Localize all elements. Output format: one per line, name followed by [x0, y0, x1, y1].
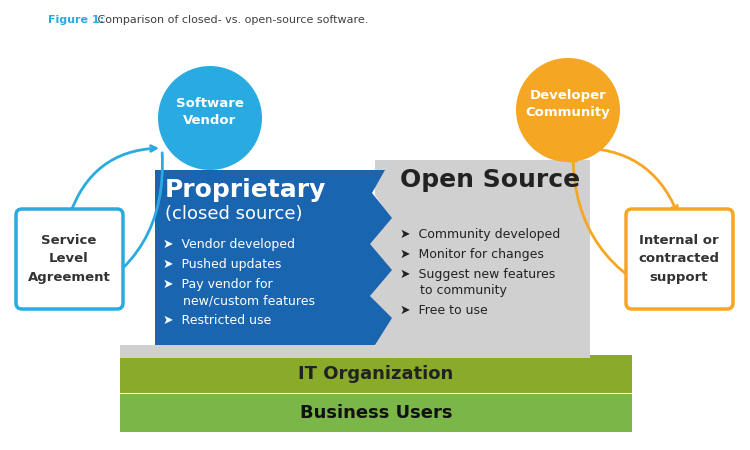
Text: (closed source): (closed source): [165, 205, 302, 223]
Text: ➤  Community developed: ➤ Community developed: [400, 228, 560, 241]
FancyBboxPatch shape: [626, 209, 733, 309]
Text: IT Organization: IT Organization: [298, 365, 454, 383]
Text: to community: to community: [400, 284, 507, 297]
Text: ➤  Pay vendor for: ➤ Pay vendor for: [163, 278, 273, 291]
Text: ➤  Restricted use: ➤ Restricted use: [163, 314, 272, 327]
Text: ➤  Pushed updates: ➤ Pushed updates: [163, 258, 281, 271]
Text: Service
Level
Agreement: Service Level Agreement: [28, 234, 110, 284]
Bar: [120, 355, 632, 393]
Bar: [120, 394, 632, 432]
Polygon shape: [155, 170, 392, 345]
Text: Figure 1:: Figure 1:: [48, 15, 104, 25]
Text: Developer
Community: Developer Community: [526, 89, 610, 119]
Text: ➤  Free to use: ➤ Free to use: [400, 304, 488, 317]
Text: ➤  Monitor for changes: ➤ Monitor for changes: [400, 248, 544, 261]
Text: Software
Vendor: Software Vendor: [176, 97, 244, 127]
Circle shape: [516, 58, 620, 162]
Text: Business Users: Business Users: [300, 404, 452, 422]
Text: ➤  Suggest new features: ➤ Suggest new features: [400, 268, 555, 281]
FancyBboxPatch shape: [16, 209, 123, 309]
Text: ➤  Vendor developed: ➤ Vendor developed: [163, 238, 295, 251]
Text: new/custom features: new/custom features: [163, 294, 315, 307]
Text: Comparison of closed- vs. open-source software.: Comparison of closed- vs. open-source so…: [94, 15, 368, 25]
Text: Proprietary: Proprietary: [165, 178, 326, 202]
Circle shape: [158, 66, 262, 170]
Text: Open Source: Open Source: [400, 168, 580, 192]
Polygon shape: [120, 160, 590, 358]
Text: Internal or
contracted
support: Internal or contracted support: [638, 234, 719, 284]
